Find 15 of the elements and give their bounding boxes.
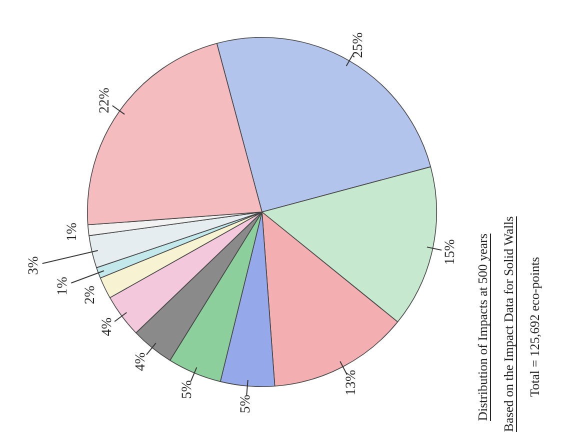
data-label: 3%: [26, 256, 42, 275]
data-label: 5%: [180, 380, 196, 399]
data-label: 4%: [100, 317, 116, 336]
data-label: 1%: [55, 276, 70, 296]
data-label: 1%: [65, 222, 80, 242]
data-label: 13%: [344, 370, 359, 396]
text: Based on the Impact Data for Solid Walls: [500, 216, 517, 432]
text: Total = 125,692 eco-points: [526, 256, 543, 400]
data-label: 22%: [98, 87, 113, 114]
data-label: 2%: [83, 285, 98, 304]
data-label: 15%: [443, 238, 458, 265]
data-label: 25%: [350, 32, 366, 58]
data-label: 5%: [238, 394, 254, 414]
data-label: 4%: [133, 352, 148, 372]
text: Distribution of Impacts at 500 years: [474, 232, 491, 423]
